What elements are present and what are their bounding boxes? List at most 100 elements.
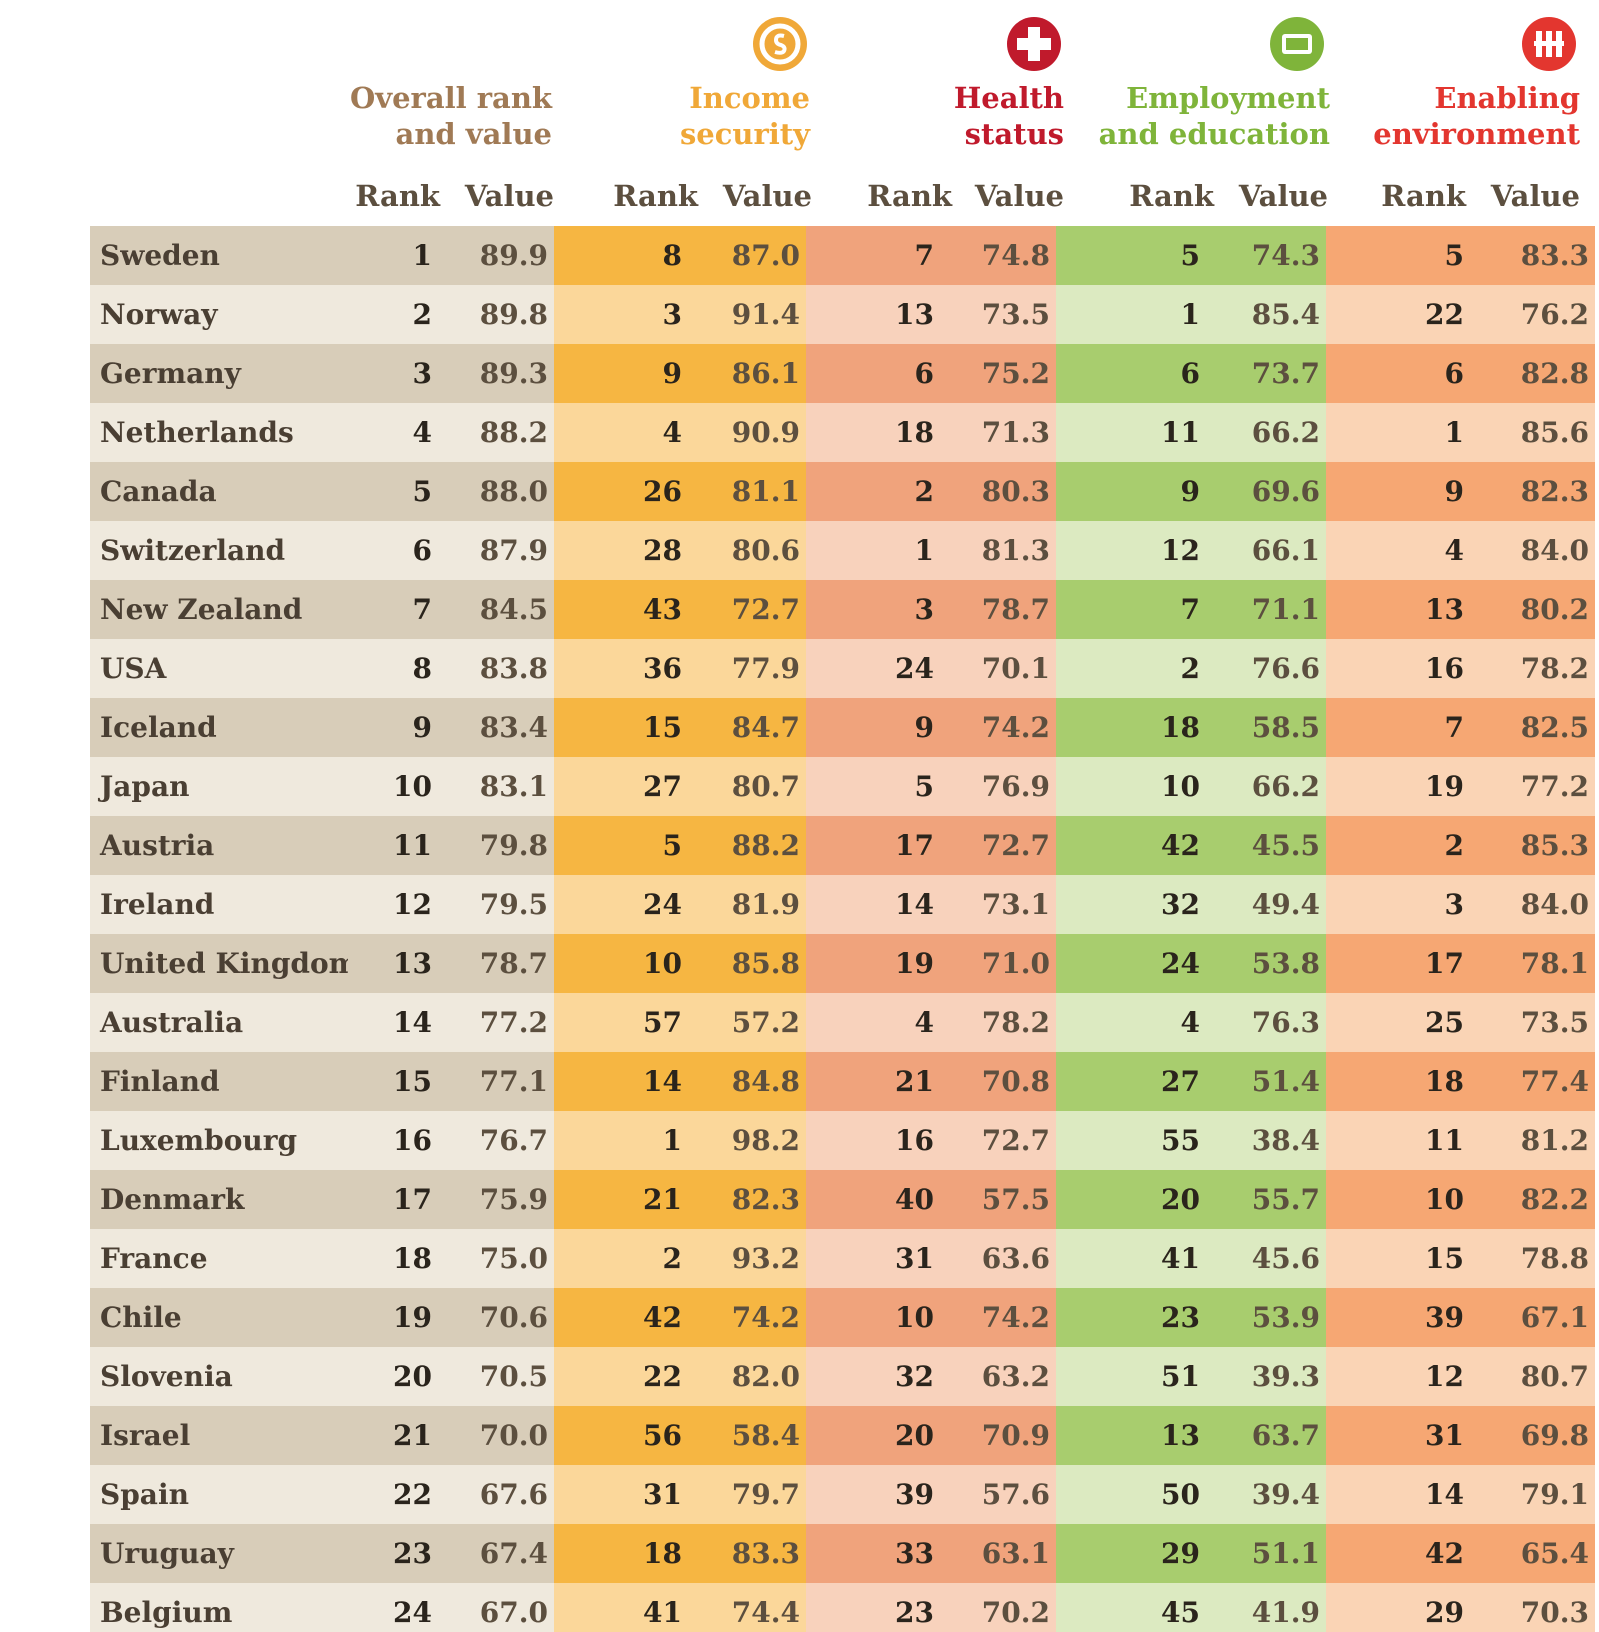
income-value-cell: 58.4 — [694, 1406, 806, 1465]
health-value-cell: 72.7 — [946, 816, 1056, 875]
health-rank-cell: 39 — [806, 1465, 946, 1524]
environment-value-cell: 82.5 — [1476, 698, 1595, 757]
health-value: 70.2 — [981, 1596, 1050, 1629]
health-value-cell: 63.2 — [946, 1347, 1056, 1406]
income-value-cell: 88.2 — [694, 816, 806, 875]
country-name: Belgium — [100, 1596, 233, 1629]
overall-rank-cell: 21 — [348, 1406, 444, 1465]
environment-rank: 10 — [1425, 1183, 1464, 1216]
employment-rank: 13 — [1161, 1419, 1200, 1452]
income-value: 86.1 — [731, 357, 800, 390]
employment-rank: 50 — [1161, 1478, 1200, 1511]
employment-value-cell: 66.2 — [1212, 403, 1326, 462]
country-cell: Denmark — [90, 1170, 348, 1229]
health-rank: 24 — [895, 652, 934, 685]
overall-rank: 7 — [412, 593, 432, 626]
environment-value-cell: 82.3 — [1476, 462, 1595, 521]
environment-value-cell: 84.0 — [1476, 521, 1595, 580]
country-name: Germany — [100, 357, 241, 390]
employment-rank: 27 — [1161, 1065, 1200, 1098]
overall-rank: 11 — [393, 829, 432, 862]
employment-value-cell: 45.5 — [1212, 816, 1326, 875]
employment-value: 53.9 — [1251, 1301, 1320, 1334]
environment-value: 79.1 — [1520, 1478, 1589, 1511]
health-value-cell: 70.9 — [946, 1406, 1056, 1465]
health-value-cell: 78.2 — [946, 993, 1056, 1052]
employment-rank: 51 — [1161, 1360, 1200, 1393]
environment-value-cell: 77.4 — [1476, 1052, 1595, 1111]
environment-rank-cell: 14 — [1326, 1465, 1476, 1524]
income-rank-cell: 22 — [554, 1347, 694, 1406]
employment-value: 39.3 — [1251, 1360, 1320, 1393]
income-value: 74.2 — [731, 1301, 800, 1334]
health-rank: 17 — [895, 829, 934, 862]
income-value: 88.2 — [731, 829, 800, 862]
health-rank: 21 — [895, 1065, 934, 1098]
income-value-cell: 87.0 — [694, 226, 806, 285]
employment-rank: 6 — [1180, 357, 1200, 390]
table-row: France 18 75.0 2 93.2 31 63.6 41 45.6 15… — [90, 1229, 1595, 1288]
environment-value-cell: 80.7 — [1476, 1347, 1595, 1406]
income-rank: 5 — [662, 829, 682, 862]
environment-value: 81.2 — [1520, 1124, 1589, 1157]
environment-value: 82.2 — [1520, 1183, 1589, 1216]
environment-rank-cell: 6 — [1326, 344, 1476, 403]
income-value: 82.3 — [731, 1183, 800, 1216]
employment-rank-cell: 7 — [1056, 580, 1212, 639]
income-rank: 28 — [643, 534, 682, 567]
employment-value-cell: 53.9 — [1212, 1288, 1326, 1347]
income-value-cell: 82.0 — [694, 1347, 806, 1406]
health-value: 57.5 — [981, 1183, 1050, 1216]
environment-rank: 11 — [1425, 1124, 1464, 1157]
income-rank-cell: 1 — [554, 1111, 694, 1170]
environment-rank: 39 — [1425, 1301, 1464, 1334]
country-name: Japan — [100, 770, 190, 803]
environment-title-line1: Enabling — [1434, 81, 1580, 115]
health-value-cell: 80.3 — [946, 462, 1056, 521]
table-row: Canada 5 88.0 26 81.1 2 80.3 9 69.6 9 82… — [90, 462, 1595, 521]
overall-rank: 9 — [412, 711, 432, 744]
health-rank-cell: 31 — [806, 1229, 946, 1288]
country-cell: Canada — [90, 462, 348, 521]
employment-value: 69.6 — [1251, 475, 1320, 508]
overall-value-cell: 88.2 — [444, 403, 554, 462]
overall-value-cell: 77.2 — [444, 993, 554, 1052]
environment-rank: 19 — [1425, 770, 1464, 803]
environment-rank-cell: 18 — [1326, 1052, 1476, 1111]
health-rank-cell: 19 — [806, 934, 946, 993]
table-row: Denmark 17 75.9 21 82.3 40 57.5 20 55.7 … — [90, 1170, 1595, 1229]
income-value-cell: 91.4 — [694, 285, 806, 344]
table-row: Netherlands 4 88.2 4 90.9 18 71.3 11 66.… — [90, 403, 1595, 462]
health-rank: 4 — [914, 1006, 934, 1039]
country-name: Spain — [100, 1478, 189, 1511]
table-row: Slovenia 20 70.5 22 82.0 32 63.2 51 39.3… — [90, 1347, 1595, 1406]
income-value-cell: 80.6 — [694, 521, 806, 580]
income-rank: 26 — [643, 475, 682, 508]
overall-value: 88.2 — [479, 416, 548, 449]
overall-value-cell: 87.9 — [444, 521, 554, 580]
overall-rank: 20 — [393, 1360, 432, 1393]
table-row: Finland 15 77.1 14 84.8 21 70.8 27 51.4 … — [90, 1052, 1595, 1111]
overall-value: 70.5 — [479, 1360, 548, 1393]
employment-rank: 20 — [1161, 1183, 1200, 1216]
income-value: 58.4 — [731, 1419, 800, 1452]
income-value-cell: 80.7 — [694, 757, 806, 816]
income-rank: 36 — [643, 652, 682, 685]
overall-rank-cell: 9 — [348, 698, 444, 757]
overall-rank-cell: 24 — [348, 1583, 444, 1632]
health-rank-cell: 21 — [806, 1052, 946, 1111]
table-row: Israel 21 70.0 56 58.4 20 70.9 13 63.7 3… — [90, 1406, 1595, 1465]
health-rank: 18 — [895, 416, 934, 449]
employment-value-cell: 63.7 — [1212, 1406, 1326, 1465]
overall-value: 77.2 — [479, 1006, 548, 1039]
income-value-cell: 81.9 — [694, 875, 806, 934]
environment-title: Enabling environment — [1360, 80, 1580, 154]
employment-value: 51.1 — [1251, 1537, 1320, 1570]
overall-value: 79.5 — [479, 888, 548, 921]
health-value: 80.3 — [981, 475, 1050, 508]
overall-value: 75.0 — [479, 1242, 548, 1275]
overall-rank-cell: 22 — [348, 1465, 444, 1524]
environment-value-cell: 82.2 — [1476, 1170, 1595, 1229]
overall-value-cell: 78.7 — [444, 934, 554, 993]
employment-rank-cell: 5 — [1056, 226, 1212, 285]
